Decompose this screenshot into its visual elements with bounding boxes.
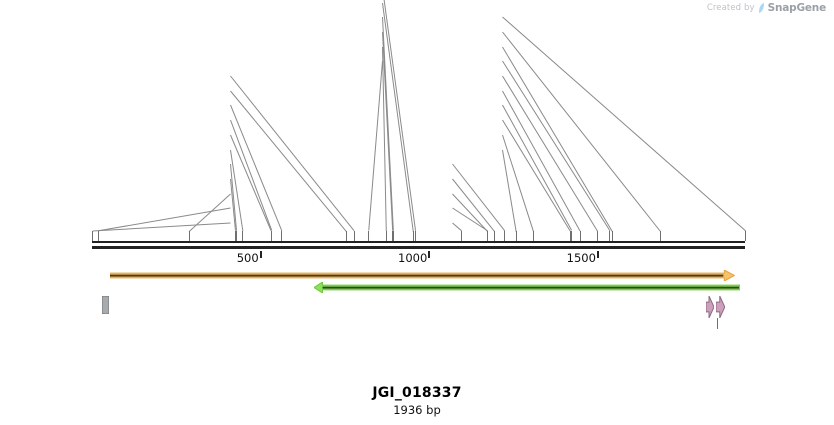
leader-line-end — [502, 16, 746, 232]
feature-tev-site[interactable] — [705, 295, 715, 322]
cut-site-tick-pasi — [533, 231, 534, 241]
ruler-label: 1500 — [566, 251, 596, 265]
leader-line-bsai — [230, 105, 283, 232]
leader-line-bseri — [368, 61, 383, 232]
cut-site-tick-bpmi_eco57mi — [570, 231, 571, 241]
cut-site-tick-ncoi — [413, 231, 414, 241]
cut-site-tick-xmai_tspmi — [392, 231, 393, 241]
cut-site-tick-taqii — [571, 231, 572, 241]
cut-site-tick-mfli_bstyi — [354, 231, 355, 241]
cut-site-tick-apoi — [494, 231, 495, 241]
cut-site-tick-tati — [386, 231, 387, 241]
leader-line-stui — [502, 75, 598, 232]
cut-site-tick-sacii — [242, 231, 243, 241]
cut-site-tick-bseri — [368, 231, 369, 241]
cut-site-tick-ppumi — [487, 231, 488, 241]
leader-line-apoi — [452, 178, 495, 232]
page-title: JGI_018337 — [372, 385, 462, 401]
feature-rbs[interactable] — [101, 295, 110, 318]
leader-line-mmei — [502, 149, 517, 232]
cut-site-tick-nspi_sphi — [236, 231, 237, 241]
sequence-length: 1936 bp — [393, 403, 441, 417]
leader-line-bspei — [230, 90, 347, 232]
cut-site-tick-ecop15i — [660, 231, 661, 241]
cut-site-tick-stui — [597, 231, 598, 241]
cut-site-tick-bspei — [346, 231, 347, 241]
feature-green-cds-arrow[interactable] — [313, 278, 741, 297]
cut-site-tick-end — [745, 231, 746, 241]
cut-site-tick-sgrdi — [461, 231, 462, 241]
feature-orange-cds-arrow[interactable] — [109, 266, 736, 285]
ruler-tick — [259, 251, 262, 258]
leader-line-saci — [230, 119, 273, 232]
feature-pointer-8xhis — [716, 318, 718, 329]
cut-site-tick-mmei — [516, 231, 517, 241]
backbone-line-bottom — [92, 246, 745, 249]
cut-site-tick-pfoi — [609, 231, 610, 241]
cut-site-tick-bsrbi — [612, 231, 613, 241]
ruler-tick — [596, 251, 599, 258]
ruler-tick — [428, 251, 431, 258]
watermark-prefix: Created by — [706, 3, 755, 13]
snapgene-leaf-icon — [758, 2, 765, 14]
feature-8xhis[interactable] — [715, 295, 726, 322]
cut-site-tick-smai — [393, 231, 394, 241]
cut-site-tick-clai_bspdi — [504, 231, 505, 241]
cut-site-tick-nrui — [580, 231, 581, 241]
watermark-brand: SnapGene — [767, 2, 827, 14]
backbone-line-top — [92, 241, 745, 243]
cut-site-tick-bsai — [281, 231, 282, 241]
cut-site-tick-saci — [271, 231, 272, 241]
ruler-label: 500 — [236, 251, 259, 265]
ruler-label: 1000 — [398, 251, 428, 265]
leader-line-alwni — [188, 193, 231, 232]
snapgene-watermark: Created by SnapGene — [707, 2, 826, 14]
cut-site-tick-xbai — [98, 231, 99, 241]
cut-site-tick-alwni — [189, 231, 190, 241]
cut-site-tick-start — [92, 231, 93, 241]
cut-site-tick-bstapi — [235, 231, 236, 241]
cut-site-tick-bstxi — [415, 231, 416, 241]
